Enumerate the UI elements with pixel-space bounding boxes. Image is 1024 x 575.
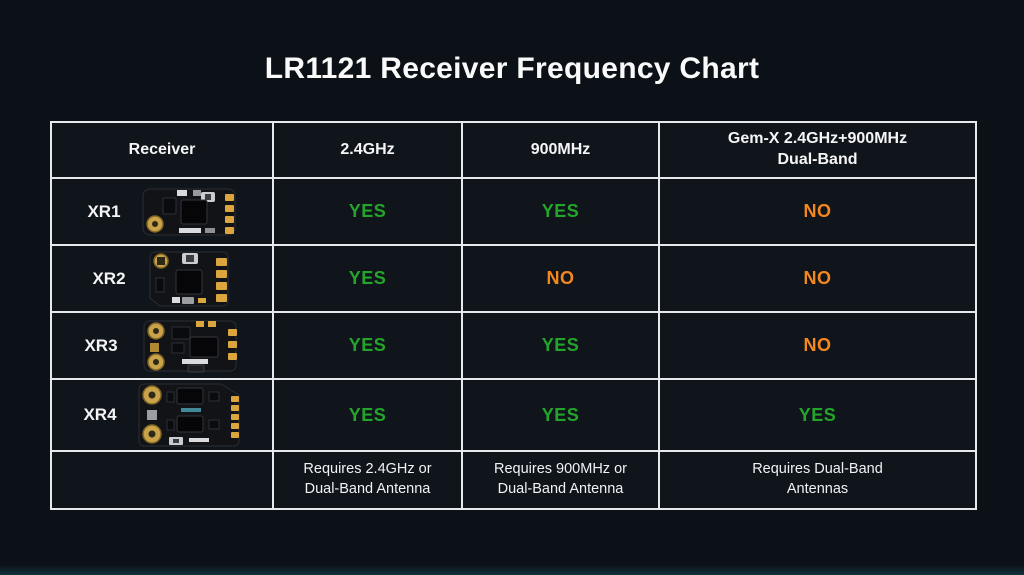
footer-900mhz-note-line2: Dual-Band Antenna — [497, 481, 624, 497]
footer-2.4ghz-note: Requires 2.4GHz or Dual-Band Antenna — [272, 450, 463, 510]
footer-900mhz-note-line1: Requires 900MHz or — [494, 461, 627, 478]
xr3-receiver-pcb-image — [138, 317, 240, 375]
receiver-cell-xr3: XR3 — [50, 311, 274, 380]
xr1-receiver-pcb-image — [141, 186, 237, 238]
xr1-900mhz-value: YES — [461, 177, 660, 246]
xr1-dual-band-value: NO — [658, 177, 977, 246]
receiver-cell-xr2: XR2 — [50, 244, 274, 313]
header-900mhz: 900MHz — [461, 121, 660, 179]
receiver-name-xr4: XR4 — [83, 405, 117, 424]
xr4-2.4ghz-value: YES — [272, 378, 463, 452]
header-2.4ghz: 2.4GHz — [272, 121, 463, 179]
table-row-xr2: XR2 — [50, 244, 977, 313]
xr2-900mhz-value: NO — [461, 244, 660, 313]
table-row-xr3: XR3 — [50, 311, 977, 380]
receiver-cell-xr4: XR4 — [50, 378, 274, 452]
xr4-900mhz-value: YES — [461, 378, 660, 452]
frequency-table: Receiver 2.4GHz 900MHz Gem-X 2.4GHz+900M… — [50, 121, 977, 510]
xr3-dual-band-value: NO — [658, 311, 977, 380]
bottom-glow-strip — [0, 565, 1024, 575]
receiver-name-xr3: XR3 — [84, 335, 118, 355]
header-dual-band-line2: Dual-Band — [777, 151, 858, 168]
header-receiver: Receiver — [50, 121, 274, 179]
footer-900mhz-note: Requires 900MHz or Dual-Band Antenna — [461, 450, 660, 510]
xr4-receiver-pcb-image — [137, 382, 241, 448]
page-title: LR1121 Receiver Frequency Chart — [264, 52, 760, 85]
footer-2.4ghz-note-line1: Requires 2.4GHz or — [303, 461, 432, 478]
receiver-cell-xr1: XR1 — [50, 177, 274, 246]
footer-empty-cell — [50, 450, 274, 510]
table-row-xr1: XR1 — [50, 177, 977, 246]
footer-2.4ghz-note-line2: Dual-Band Antenna — [304, 481, 431, 497]
footer-dual-band-note-line2: Antennas — [786, 481, 849, 497]
xr2-dual-band-value: NO — [658, 244, 977, 313]
xr4-dual-band-value: YES — [658, 378, 977, 452]
footer-dual-band-note-line1: Requires Dual-Band — [752, 461, 883, 478]
footer-dual-band-note: Requires Dual-Band Antennas — [658, 450, 977, 510]
xr3-900mhz-value: YES — [461, 311, 660, 380]
header-dual-band-line1: Gem-X 2.4GHz+900MHz — [727, 130, 908, 148]
table-row-xr4: XR4 — [50, 378, 977, 452]
xr2-2.4ghz-value: YES — [272, 244, 463, 313]
header-dual-band: Gem-X 2.4GHz+900MHz Dual-Band — [658, 121, 977, 179]
xr3-2.4ghz-value: YES — [272, 311, 463, 380]
xr2-receiver-pcb-image — [146, 250, 232, 308]
receiver-name-xr1: XR1 — [87, 201, 121, 221]
xr1-2.4ghz-value: YES — [272, 177, 463, 246]
table-footer-row: Requires 2.4GHz or Dual-Band Antenna Req… — [50, 450, 977, 510]
receiver-name-xr2: XR2 — [92, 268, 126, 288]
table-header-row: Receiver 2.4GHz 900MHz Gem-X 2.4GHz+900M… — [50, 121, 977, 179]
